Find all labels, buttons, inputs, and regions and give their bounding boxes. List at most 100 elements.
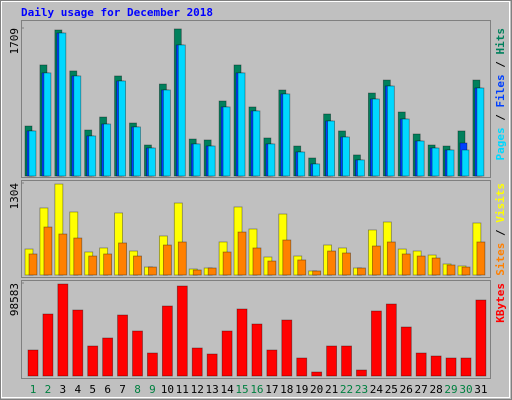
x-tick-label: 2 [45, 383, 52, 396]
bar [207, 267, 217, 276]
bar [237, 231, 247, 276]
bar [415, 352, 427, 377]
legend-entry: KBytes [494, 283, 507, 323]
y-tick-label: 1709 [8, 28, 21, 55]
bar [162, 89, 171, 177]
x-tick-label: 18 [280, 383, 293, 396]
x-tick-label: 29 [444, 383, 457, 396]
x-tick-label: 31 [474, 383, 487, 396]
bar [27, 349, 39, 377]
legend-entry: Hits [494, 28, 507, 55]
bar [326, 345, 338, 377]
bar [177, 44, 186, 177]
bar [342, 136, 350, 177]
legend: KBytes [494, 283, 507, 323]
bar [176, 285, 188, 377]
bar [475, 299, 487, 377]
bar [73, 75, 82, 177]
x-tick-label: 24 [370, 383, 384, 396]
legend-separator: / [494, 223, 507, 243]
bar [43, 72, 52, 177]
x-tick-label: 15 [235, 383, 248, 396]
x-tick-label: 16 [250, 383, 263, 396]
x-tick-label: 8 [134, 383, 141, 396]
bar [431, 257, 441, 276]
bar [445, 357, 457, 377]
legend-entry: Sites [494, 243, 507, 276]
bar [371, 245, 381, 276]
bar [267, 143, 276, 177]
bar [177, 241, 187, 276]
x-tick-label: 22 [340, 383, 353, 396]
bar [87, 345, 99, 377]
x-tick-label: 4 [74, 383, 81, 396]
x-tick-label: 1 [30, 383, 37, 396]
bar [237, 72, 246, 177]
bar [266, 349, 278, 377]
x-tick-label: 9 [149, 383, 156, 396]
bar [147, 352, 158, 377]
bar [385, 303, 397, 377]
bar [282, 93, 291, 177]
bar [281, 319, 293, 377]
bar [133, 255, 142, 276]
x-tick-label: 7 [119, 383, 126, 396]
bar [296, 357, 308, 377]
bar [400, 326, 412, 377]
bar [191, 347, 203, 377]
bar [370, 310, 382, 377]
legend-separator: / [494, 108, 507, 128]
legend-separator: / [494, 55, 507, 75]
x-tick-label: 5 [89, 383, 96, 396]
x-tick-label: 14 [220, 383, 234, 396]
x-tick-label: 19 [295, 383, 308, 396]
x-tick-label: 21 [325, 383, 338, 396]
bar [386, 85, 395, 177]
bar [57, 283, 69, 377]
bar [252, 247, 262, 276]
bar [401, 253, 411, 276]
bar [132, 330, 143, 377]
bar [161, 305, 173, 377]
x-tick-label: 17 [265, 383, 278, 396]
bar [148, 147, 156, 177]
bar [312, 270, 322, 276]
bar [58, 32, 67, 177]
legend-entry: Visits [494, 183, 507, 223]
bar [327, 120, 336, 177]
chart-title: Daily usage for December 2018 [21, 6, 213, 19]
bar [461, 149, 470, 177]
legend: Sites / Visits [494, 183, 507, 276]
legend: Pages / Files / Hits [494, 28, 507, 161]
x-tick-label: 10 [161, 383, 174, 396]
bar [162, 244, 172, 276]
bar [72, 309, 84, 377]
bar [282, 239, 292, 276]
bar [102, 337, 114, 377]
x-tick-label: 6 [104, 383, 111, 396]
bar [73, 237, 83, 276]
bar [192, 269, 202, 276]
bar [148, 266, 157, 276]
bar [222, 106, 231, 177]
legend-entry: Files [494, 74, 507, 107]
bar [118, 242, 127, 276]
bar [221, 330, 233, 377]
x-tick-label: 28 [429, 383, 442, 396]
bar [342, 252, 351, 276]
bar [476, 87, 485, 177]
bar [133, 126, 141, 177]
bar [416, 255, 426, 276]
bar [312, 163, 321, 177]
y-tick-label: 1304 [8, 183, 21, 210]
bar [103, 253, 113, 276]
panel [21, 280, 491, 379]
bar [206, 353, 218, 377]
bar [117, 314, 128, 377]
bar [251, 323, 263, 377]
bar [297, 259, 307, 276]
bar [401, 118, 410, 177]
legend-entry: Pages [494, 127, 507, 160]
